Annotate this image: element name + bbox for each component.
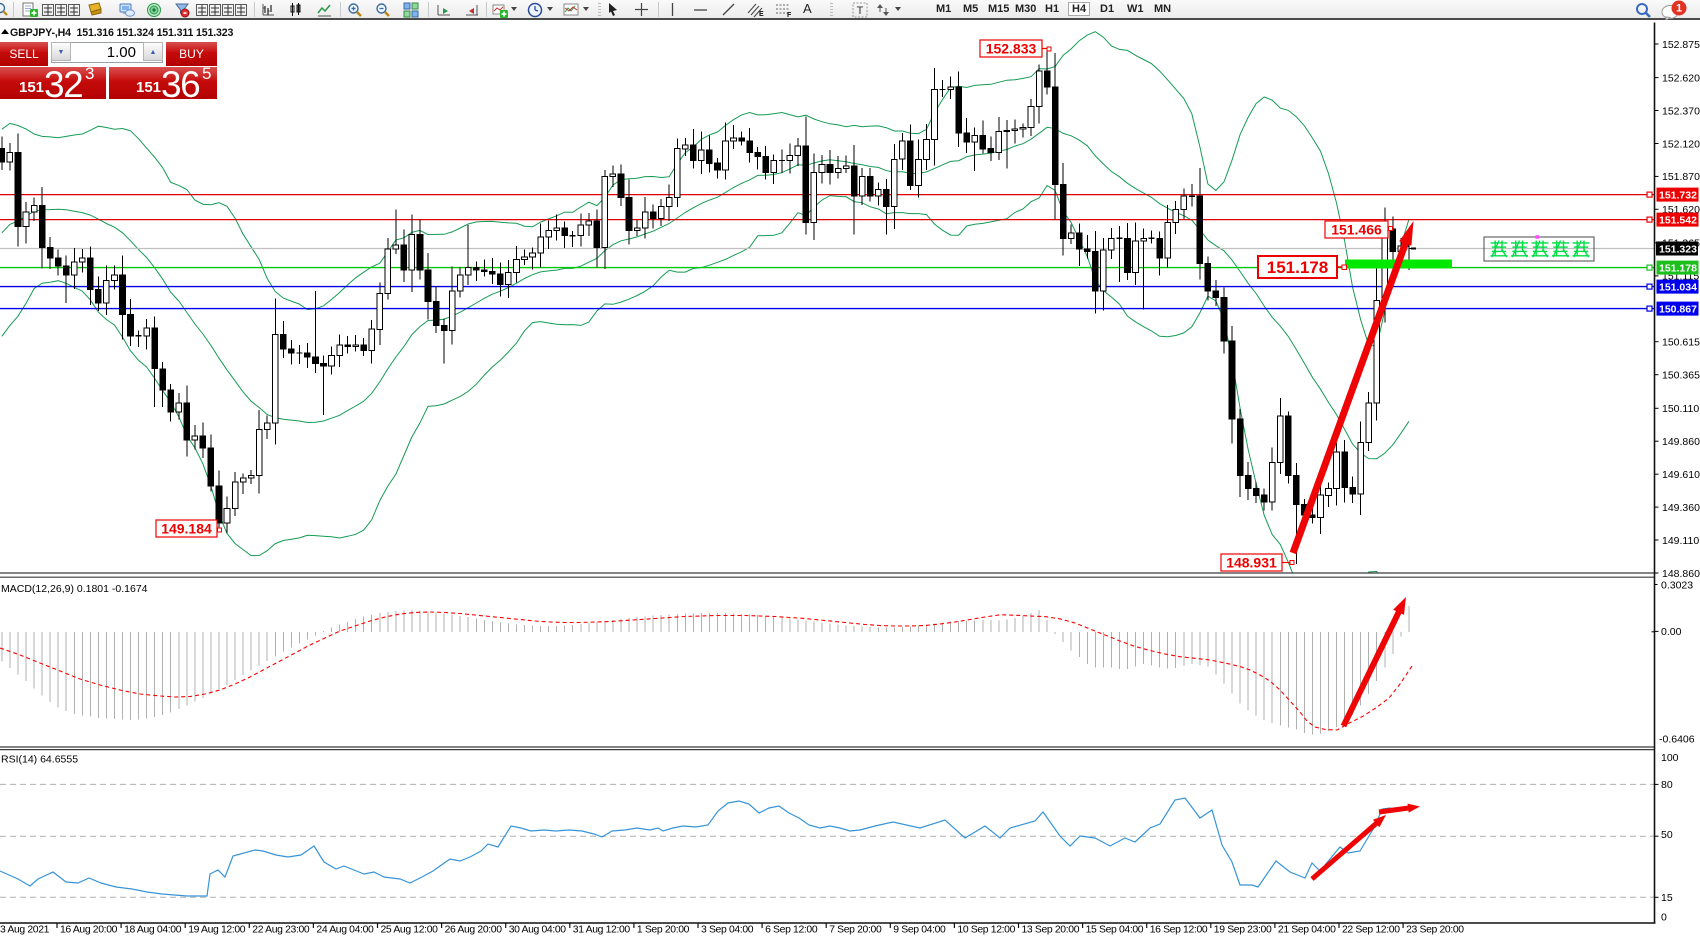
svg-text:100: 100	[1661, 752, 1679, 764]
svg-text:50: 50	[1661, 829, 1673, 841]
svg-text:10 Sep 12:00: 10 Sep 12:00	[957, 925, 1015, 936]
svg-text:16 Aug 20:00: 16 Aug 20:00	[60, 925, 118, 936]
svg-text:1: 1	[1676, 3, 1682, 15]
svg-text:18 Aug 04:00: 18 Aug 04:00	[124, 925, 182, 936]
svg-text:T: T	[857, 5, 864, 17]
svg-text:25 Aug 12:00: 25 Aug 12:00	[381, 925, 439, 936]
svg-text:149.610: 149.610	[1662, 469, 1700, 481]
svg-text:E: E	[759, 11, 764, 18]
svg-text:RSI(14) 64.6555: RSI(14) 64.6555	[1, 754, 78, 766]
svg-text:148.860: 148.860	[1662, 568, 1700, 580]
svg-text:21 Sep 04:00: 21 Sep 04:00	[1278, 925, 1336, 936]
svg-text:3 Aug 2021: 3 Aug 2021	[0, 925, 50, 936]
svg-text:151.732: 151.732	[1659, 189, 1697, 201]
svg-text:22 Sep 12:00: 22 Sep 12:00	[1342, 925, 1400, 936]
svg-text:19 Aug 12:00: 19 Aug 12:00	[188, 925, 246, 936]
svg-text:149.110: 149.110	[1662, 535, 1699, 547]
svg-text:0.3023: 0.3023	[1661, 579, 1693, 591]
svg-text:149.860: 149.860	[1662, 436, 1700, 448]
svg-text:151.034: 151.034	[1659, 281, 1697, 293]
svg-text:151.178: 151.178	[1659, 262, 1697, 274]
svg-text:1 Sep 20:00: 1 Sep 20:00	[637, 925, 690, 936]
svg-text:9 Sep 04:00: 9 Sep 04:00	[893, 925, 946, 936]
svg-text:152.120: 152.120	[1662, 138, 1700, 150]
svg-text:26 Aug 20:00: 26 Aug 20:00	[445, 925, 503, 936]
svg-text:148.931: 148.931	[1226, 555, 1277, 571]
svg-text:151.870: 151.870	[1662, 171, 1700, 183]
svg-text:152.620: 152.620	[1662, 72, 1700, 84]
svg-text:30 Aug 04:00: 30 Aug 04:00	[509, 925, 567, 936]
svg-text:15 Sep 04:00: 15 Sep 04:00	[1086, 925, 1144, 936]
svg-text:150.615: 150.615	[1662, 337, 1700, 349]
svg-text:19 Sep 23:00: 19 Sep 23:00	[1214, 925, 1272, 936]
svg-text:0: 0	[1661, 911, 1667, 923]
svg-text:24 Aug 04:00: 24 Aug 04:00	[316, 925, 374, 936]
svg-text:23 Sep 20:00: 23 Sep 20:00	[1406, 925, 1464, 936]
svg-text:7 Sep 20:00: 7 Sep 20:00	[829, 925, 882, 936]
svg-text:150.365: 150.365	[1662, 370, 1700, 382]
svg-text:3 Sep 04:00: 3 Sep 04:00	[701, 925, 754, 936]
svg-text:13 Sep 20:00: 13 Sep 20:00	[1022, 925, 1080, 936]
svg-text:80: 80	[1661, 779, 1673, 791]
svg-text:149.360: 149.360	[1662, 502, 1700, 514]
svg-text:6 Sep 12:00: 6 Sep 12:00	[765, 925, 818, 936]
svg-text:151.466: 151.466	[1331, 222, 1382, 238]
svg-text:152.833: 152.833	[986, 41, 1037, 57]
svg-text:151.542: 151.542	[1659, 214, 1697, 226]
svg-text:150.867: 150.867	[1659, 303, 1697, 315]
svg-text:22 Aug 23:00: 22 Aug 23:00	[252, 925, 310, 936]
svg-text:15: 15	[1661, 892, 1673, 904]
svg-text:151.178: 151.178	[1267, 258, 1328, 277]
svg-text:150.110: 150.110	[1662, 403, 1699, 415]
svg-text:0.00: 0.00	[1661, 626, 1682, 638]
svg-text:152.875: 152.875	[1662, 39, 1700, 51]
svg-text:151.323: 151.323	[1659, 243, 1697, 255]
svg-text:152.370: 152.370	[1662, 105, 1700, 117]
svg-text:149.184: 149.184	[161, 521, 212, 537]
svg-text:31 Aug 12:00: 31 Aug 12:00	[573, 925, 631, 936]
svg-text:-0.6406: -0.6406	[1659, 734, 1695, 746]
svg-text:F: F	[787, 12, 792, 18]
svg-text:16 Sep 12:00: 16 Sep 12:00	[1150, 925, 1208, 936]
svg-text:MACD(12,26,9) 0.1801 -0.1674: MACD(12,26,9) 0.1801 -0.1674	[1, 583, 148, 595]
